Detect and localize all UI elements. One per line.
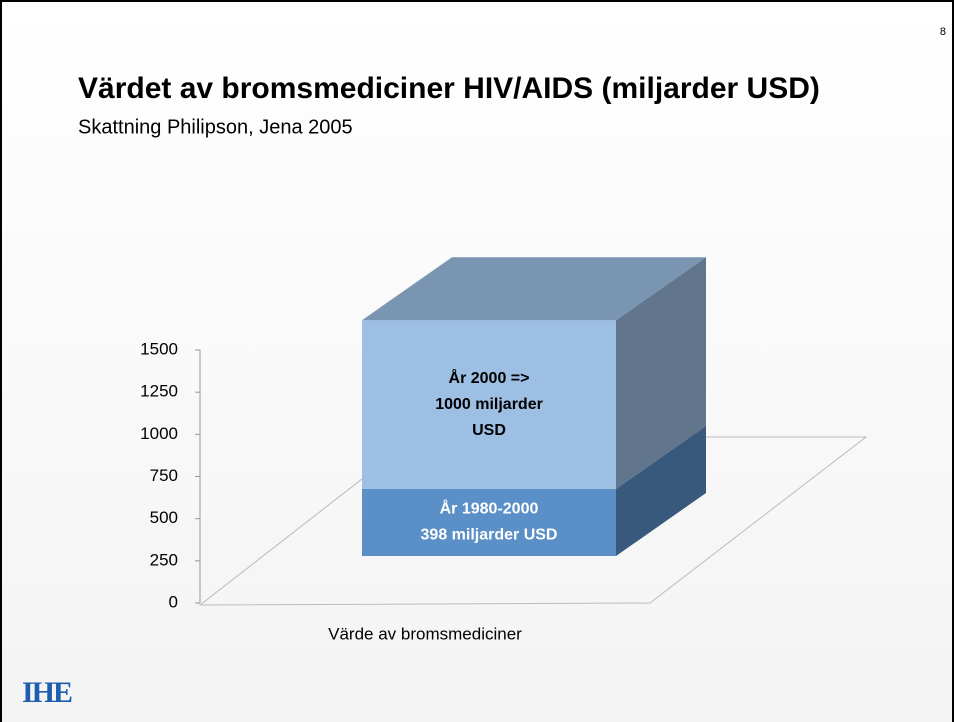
data-label: År 2000 => xyxy=(449,368,530,387)
data-label: 1000 miljarder xyxy=(435,396,543,413)
page-number: 8 xyxy=(940,26,946,38)
chart-title: Värdet av bromsmediciner HIV/AIDS (milja… xyxy=(78,72,820,105)
x-tick-label: Värde av bromsmediciner xyxy=(328,624,522,643)
y-tick-label: 500 xyxy=(150,508,178,527)
data-label: 398 miljarder USD xyxy=(421,527,558,544)
bar-side xyxy=(616,257,706,489)
floor-plane xyxy=(198,436,868,606)
logo: IHE xyxy=(22,676,72,709)
bar-top xyxy=(362,257,706,321)
bar xyxy=(362,320,616,489)
y-tick-label: 1500 xyxy=(140,339,178,358)
y-tick-label: 750 xyxy=(150,466,178,485)
data-label: USD xyxy=(472,422,506,439)
bar-side xyxy=(616,425,706,556)
y-tick-label: 0 xyxy=(169,592,178,611)
y-tick-label: 1250 xyxy=(140,382,178,401)
data-label: År 1980-2000 xyxy=(440,499,539,518)
chart-subtitle: Skattning Philipson, Jena 2005 xyxy=(78,116,353,138)
y-tick-label: 1000 xyxy=(140,424,178,443)
bar xyxy=(362,488,616,556)
y-tick-label: 250 xyxy=(150,550,178,569)
